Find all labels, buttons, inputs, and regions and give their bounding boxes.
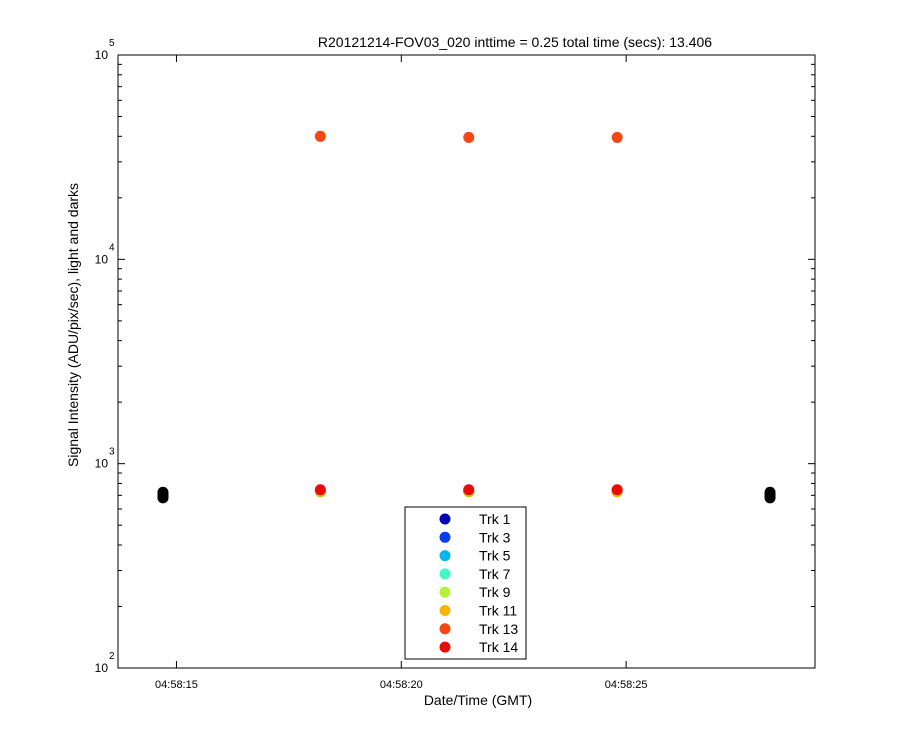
legend-label: Trk 5: [479, 548, 511, 564]
legend-label: Trk 7: [479, 566, 511, 582]
x-axis: 04:58:15 04:58:20 04:58:25: [155, 55, 648, 691]
legend-label: Trk 14: [479, 639, 518, 655]
data-point: [314, 130, 326, 142]
legend-marker: [439, 641, 451, 653]
legend-label: Trk 9: [479, 584, 511, 600]
legend-marker: [439, 568, 451, 580]
y-tick-label: 10: [95, 48, 109, 62]
legend-label: Trk 3: [479, 529, 511, 545]
dark-point: [764, 486, 776, 498]
legend-label: Trk 1: [479, 511, 511, 527]
data-point: [611, 131, 623, 143]
legend-marker: [439, 623, 451, 635]
dark-point: [157, 486, 169, 498]
chart-title: R20121214-FOV03_020 inttime = 0.25 total…: [318, 34, 712, 50]
y-tick-exponent: 3: [109, 447, 115, 458]
y-tick-exponent: 5: [109, 38, 115, 49]
legend-marker: [439, 586, 451, 598]
legend-box: [404, 506, 527, 660]
legend-marker: [439, 531, 451, 543]
legend-label: Trk 13: [479, 621, 518, 637]
data-point: [463, 484, 475, 496]
data-point: [611, 484, 623, 496]
x-tick-label: 04:58:15: [155, 679, 198, 691]
x-tick-label: 04:58:20: [380, 679, 423, 691]
legend-marker: [439, 605, 451, 616]
x-axis-label: Date/Time (GMT): [424, 692, 532, 708]
legend-marker: [439, 513, 451, 525]
legend: Trk 1 Trk 3 Trk 5 Trk 7 Trk 9 Trk 11 Trk 13 Trk…: [404, 506, 527, 660]
x-tick-label: 04:58:25: [605, 679, 648, 691]
legend-label: Trk 11: [479, 603, 517, 619]
y-tick-label: 10: [95, 457, 109, 471]
y-tick-label: 10: [95, 661, 109, 675]
y-axis-label: Signal Intensity (ADU/pix/sec), light an…: [65, 183, 81, 467]
y-tick-exponent: 2: [109, 651, 115, 662]
data-points: [157, 130, 776, 504]
plot-area: [117, 54, 816, 669]
data-point: [463, 131, 475, 143]
legend-marker: [439, 550, 451, 562]
data-point: [314, 484, 326, 496]
y-tick-exponent: 4: [109, 242, 115, 253]
y-tick-label: 10: [95, 252, 109, 266]
